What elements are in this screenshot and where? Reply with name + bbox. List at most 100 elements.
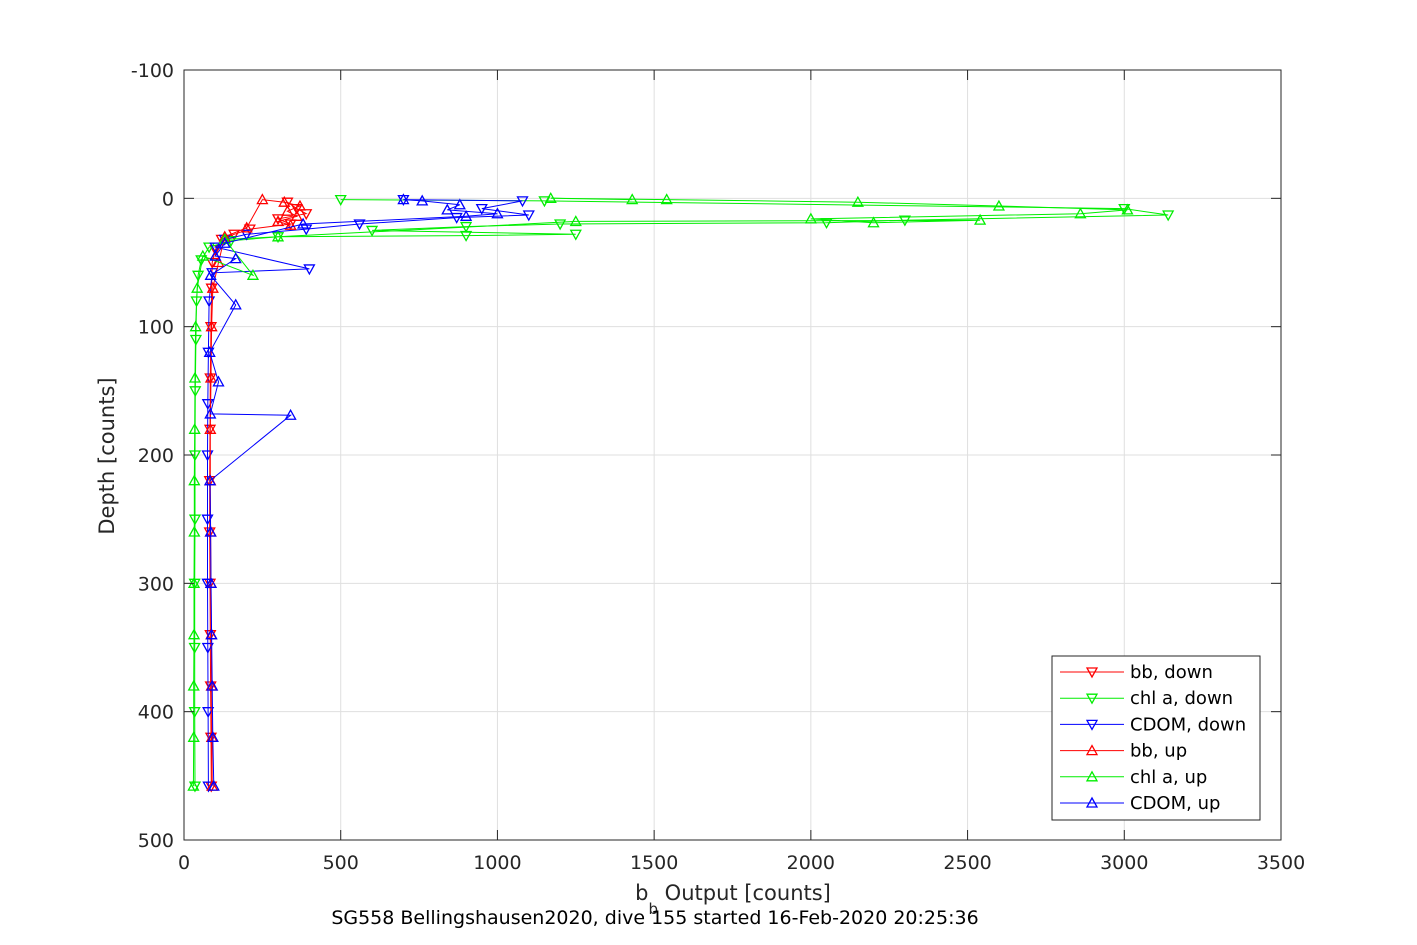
data-point [450,212,463,224]
data-point [284,408,297,420]
data-point [201,578,214,590]
data-point [300,209,313,221]
data-point [188,422,201,434]
data-point [544,191,557,203]
data-point [475,203,488,215]
data-point [187,779,200,791]
data-point [209,242,222,254]
x-tick-label: 1500 [630,852,678,874]
legend-entry: CDOM, up [1130,793,1220,814]
series-5 [203,193,504,791]
legend-marker [1085,693,1099,705]
chart-caption: SG558 Bellingshausen2020, dive 155 start… [331,907,978,929]
data-point [554,219,567,231]
data-point [334,194,347,206]
legend: bb, down chl a, down CDOM, down bb, up chl a… [1051,655,1261,821]
data-point [203,345,216,357]
data-point [202,242,216,254]
legend-marker [1085,719,1099,731]
data-point [441,203,454,215]
data-point [240,221,253,233]
data-point [1121,203,1134,215]
data-point [218,230,231,242]
y-axis-label: Depth [counts] [95,377,119,534]
series-1 [188,194,1175,793]
x-tick-label: 0 [178,852,190,874]
x-tick-label: 1000 [473,852,521,874]
data-point [992,199,1006,211]
data-point [453,198,466,210]
legend-marker [1085,667,1099,679]
ticks [183,69,1282,841]
y-tick-label: 0 [162,188,174,210]
data-point [212,375,225,387]
data-point [397,193,410,205]
x-tick-label: 2000 [787,852,835,874]
data-point [284,218,297,230]
y-tick-label: 300 [138,573,174,595]
y-tick-label: 500 [138,830,174,852]
data-point [281,204,294,216]
plot-series [187,191,1175,793]
data-point [851,195,864,207]
data-point [204,371,218,383]
data-point [206,730,219,742]
y-tick-label: 100 [138,317,174,339]
data-point [256,193,269,205]
data-point [204,407,217,419]
series-line [207,199,529,787]
data-point [296,217,310,229]
y-tick-label: -100 [131,60,174,82]
x-axis-label: bb Output [counts] [635,881,831,918]
data-point [516,196,529,208]
data-point [205,320,218,332]
data-point [491,207,504,219]
data-point [204,525,217,537]
data-point [278,195,291,207]
data-point [191,270,205,282]
x-tick-label: 3000 [1100,852,1148,874]
data-point [660,193,673,205]
y-tick-label: 200 [138,445,174,467]
data-point [1118,203,1131,215]
series-line [209,199,302,787]
data-point [203,474,217,486]
series-2 [201,194,535,793]
legend-entry: CDOM, down [1130,714,1246,735]
data-point [206,281,219,293]
data-point [204,268,217,280]
data-point [569,229,582,241]
data-point [974,213,987,225]
data-point [191,281,204,293]
data-point [212,256,225,268]
data-point [204,422,217,434]
data-point [569,215,582,227]
data-point [353,219,366,231]
series-4 [187,191,1134,791]
legend-box [1051,655,1261,821]
data-point [459,209,473,221]
data-point [1074,207,1087,219]
legend-entry: chl a, down [1130,688,1233,709]
data-point [229,298,242,310]
data-point [290,209,303,221]
data-point [626,193,639,205]
data-point [867,216,880,228]
series-line [192,197,1128,787]
data-point [207,779,220,791]
data-point [202,707,215,719]
x-tick-label: 500 [323,852,359,874]
data-point [209,249,222,261]
data-point [290,203,303,215]
data-point [188,474,201,486]
x-tick-label: 2500 [943,852,991,874]
data-point [228,229,241,241]
data-point [240,229,253,241]
data-point [187,679,200,691]
data-point [804,212,817,224]
legend-marker [1085,770,1099,782]
data-point [187,730,200,742]
y-tick-labels: -100 0 100 200 300 400 500 [131,60,174,852]
data-point [206,679,219,691]
